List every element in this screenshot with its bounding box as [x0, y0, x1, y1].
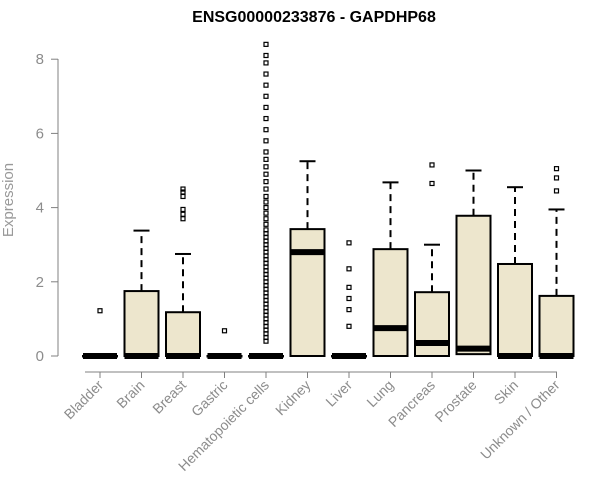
box-body	[165, 311, 201, 357]
box-body	[123, 290, 160, 358]
outlier-point	[263, 41, 269, 47]
outlier-point	[346, 284, 352, 290]
box-body	[538, 294, 575, 358]
outlier-point	[263, 115, 269, 122]
y-tick-label: 8	[36, 51, 44, 68]
outlier-point	[553, 166, 560, 172]
outlier-point	[263, 164, 269, 170]
outlier-point	[180, 193, 186, 200]
y-axis-label: Expression	[0, 163, 17, 237]
box-group	[123, 229, 160, 359]
box-body	[497, 262, 533, 358]
outlier-point	[346, 307, 352, 313]
box-group	[289, 160, 326, 357]
chart-title: ENSG00000233876 - GAPDHP68	[192, 9, 436, 26]
outlier-point	[553, 188, 560, 194]
x-tick-label: Kidney	[272, 377, 314, 419]
outlier-point	[263, 82, 269, 88]
outlier-point	[346, 266, 352, 272]
y-tick-label: 2	[36, 274, 44, 291]
box-group	[497, 186, 533, 359]
box-group	[331, 240, 367, 359]
outlier-point	[429, 180, 435, 187]
box-group	[248, 41, 284, 359]
x-tick-label: Unknown / Other	[477, 377, 563, 463]
y-tick-label: 4	[36, 200, 44, 217]
outlier-point	[263, 127, 269, 133]
x-tick-label: Lung	[363, 377, 396, 410]
outlier-point	[263, 221, 269, 227]
box-group	[82, 308, 118, 359]
outlier-point	[263, 52, 269, 59]
y-ticks: 0 2 4 6 8	[36, 51, 58, 365]
box-group	[372, 181, 409, 357]
x-tick-label: Brain	[113, 377, 147, 411]
outlier-point	[180, 216, 186, 222]
outlier-point	[263, 227, 269, 233]
box-body	[414, 291, 450, 357]
outlier-point	[263, 193, 269, 200]
box-body	[455, 214, 492, 356]
box-body	[289, 228, 326, 357]
box-body	[372, 248, 409, 357]
outlier-point	[263, 60, 269, 66]
outlier-point	[553, 175, 560, 181]
outlier-point	[263, 179, 269, 185]
outlier-point	[180, 211, 186, 217]
box-group	[414, 162, 450, 357]
outlier-point	[263, 156, 269, 162]
outlier-point	[180, 206, 186, 213]
outlier-point	[429, 162, 435, 168]
boxes	[82, 41, 575, 359]
box-group	[165, 186, 201, 359]
outlier-point	[180, 186, 186, 192]
outlier-point	[263, 205, 269, 211]
outlier-point	[263, 71, 269, 77]
outlier-point	[263, 149, 269, 155]
outlier-point	[346, 295, 352, 302]
outlier-point	[221, 328, 228, 334]
box-group	[538, 166, 575, 359]
outlier-point	[263, 186, 269, 192]
outlier-point	[263, 138, 269, 144]
x-tick-label: Prostate	[431, 377, 479, 425]
x-tick-label: Liver	[322, 377, 355, 410]
x-tick-label: Breast	[149, 377, 189, 417]
outlier-point	[263, 93, 269, 99]
outlier-point	[97, 308, 103, 314]
box-group	[455, 169, 492, 356]
x-tick-label: Bladder	[61, 377, 107, 423]
outlier-point	[263, 216, 269, 222]
outlier-point	[263, 210, 269, 216]
outlier-point	[263, 199, 269, 205]
y-tick-label: 0	[36, 348, 44, 365]
box-group	[206, 328, 243, 359]
y-tick-label: 6	[36, 125, 44, 142]
outlier-point	[263, 171, 269, 177]
outlier-point	[346, 240, 352, 246]
x-tick-label: Skin	[491, 377, 522, 408]
outlier-point	[263, 104, 269, 111]
outlier-point	[180, 189, 186, 195]
outlier-point	[346, 323, 352, 329]
